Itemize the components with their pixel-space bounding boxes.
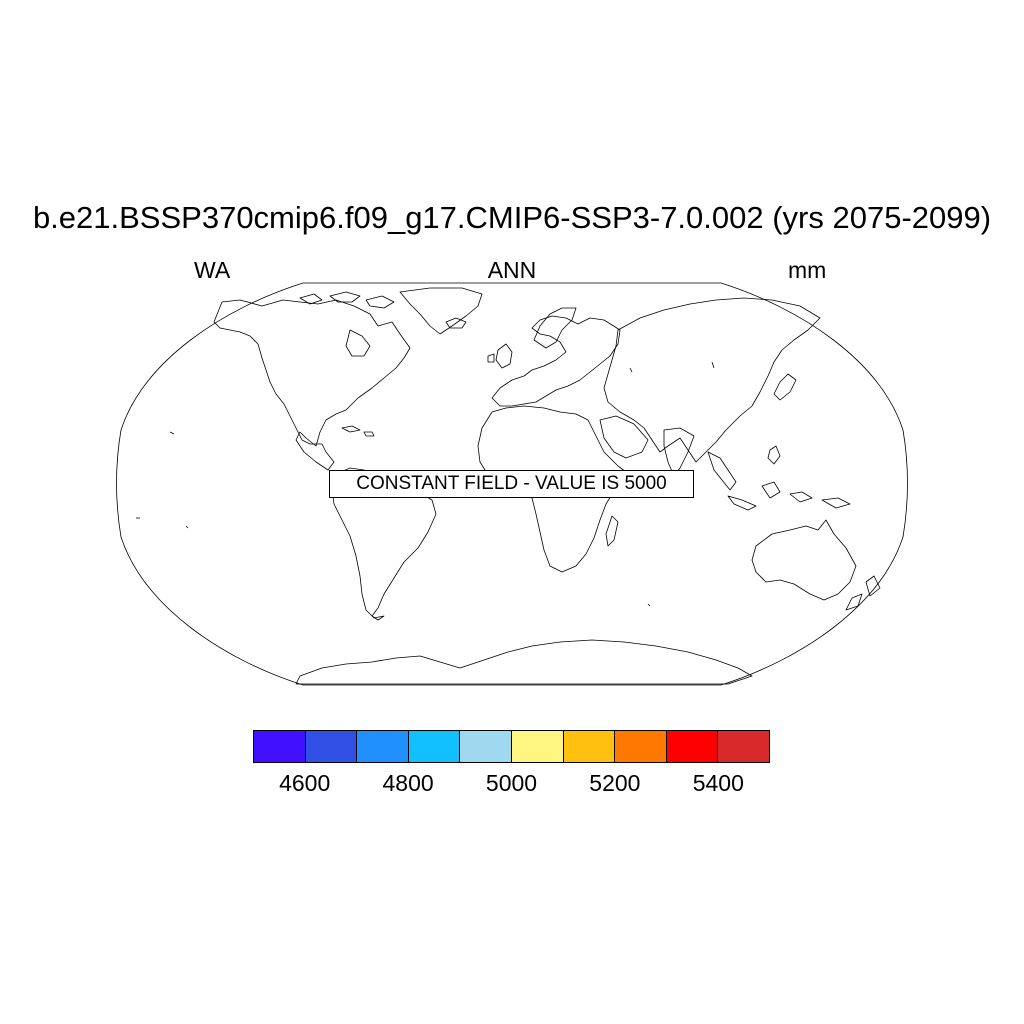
pacific-islands	[136, 361, 715, 607]
greenland-coast	[399, 287, 483, 335]
india-coast	[663, 427, 695, 477]
scandinavia-coast	[533, 307, 577, 349]
colorbar-swatch	[563, 731, 616, 762]
colorbar-swatch	[357, 731, 409, 762]
hudson-bay	[345, 329, 371, 357]
asia-coast	[603, 297, 821, 463]
colorbar-swatch	[511, 731, 564, 762]
colorbar-swatch	[666, 731, 719, 762]
colorbar-swatch	[460, 731, 512, 762]
colorbar-swatch	[254, 731, 306, 762]
caribbean-islands	[341, 425, 375, 437]
indonesia-islands	[727, 481, 851, 511]
europe-coast	[491, 315, 621, 407]
colorbar-tick-label: 4800	[382, 770, 434, 796]
units-label: mm	[788, 257, 827, 283]
figure-title: b.e21.BSSP370cmip6.f09_g17.CMIP6-SSP3-7.…	[32, 200, 992, 235]
madagascar-coast	[605, 515, 619, 547]
map-boundary	[116, 282, 908, 686]
constant-field-note: CONSTANT FIELD - VALUE IS 5000	[329, 470, 694, 498]
japan-coast	[773, 373, 797, 401]
colorbar-tick-label: 5200	[589, 770, 641, 796]
colorbar-swatch	[408, 731, 461, 762]
arctic-islands	[299, 291, 395, 309]
australia-coast	[751, 519, 857, 601]
southeast-asia-coast	[707, 451, 737, 491]
north-america-coast	[213, 299, 411, 471]
iceland-coast	[445, 317, 467, 329]
colorbar	[253, 730, 770, 763]
philippines-islands	[767, 445, 781, 465]
colorbar-tick-label: 5000	[485, 770, 538, 796]
colorbar-tick-label: 5400	[692, 770, 744, 796]
new-zealand-coast	[845, 575, 881, 611]
colorbar-swatch	[615, 731, 667, 762]
colorbar-swatch	[718, 731, 769, 762]
great-britain-coast	[487, 343, 513, 369]
arabia-coast	[599, 415, 649, 459]
variable-label: WA	[194, 257, 231, 283]
colorbar-tick-label: 4600	[279, 770, 331, 796]
antarctica-coast	[295, 639, 753, 685]
colorbar-labels: 4600 4800 5000 5200 5400	[253, 768, 770, 798]
season-label: ANN	[487, 257, 537, 283]
colorbar-swatch	[305, 731, 358, 762]
